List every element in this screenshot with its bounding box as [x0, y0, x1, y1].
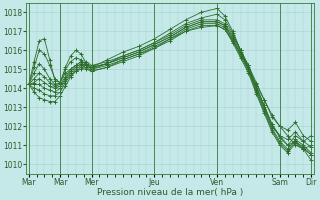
X-axis label: Pression niveau de la mer( hPa ): Pression niveau de la mer( hPa ): [97, 188, 243, 197]
